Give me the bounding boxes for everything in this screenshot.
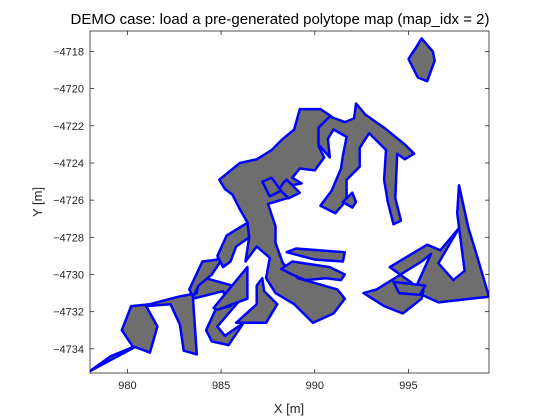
y-axis-label: Y [m]	[30, 187, 45, 217]
polytope-6	[218, 107, 347, 325]
y-tick-label: −4730	[53, 269, 84, 281]
x-tick-label: 980	[118, 380, 136, 392]
y-tick-label: −4718	[53, 46, 84, 58]
y-tick-label: −4722	[53, 121, 84, 133]
y-tick-label: −4732	[53, 307, 84, 319]
y-tick-label: −4724	[53, 158, 84, 170]
x-tick-label: 990	[306, 380, 324, 392]
polytope-4	[212, 265, 249, 312]
polytope-8	[285, 247, 347, 263]
polytope-9	[277, 178, 302, 200]
x-tick-label: 985	[212, 380, 230, 392]
polytope-15	[392, 280, 427, 297]
polytope-1	[90, 275, 247, 373]
polytope-layer	[90, 37, 489, 373]
axes-box	[89, 30, 490, 374]
axes-ticks: 980 985 990 995 −4718 −4720 −4722 −4724 −4726 −47…	[53, 31, 489, 392]
y-tick-label: −4728	[53, 232, 84, 244]
y-tick-label: −4734	[53, 344, 84, 356]
chart-title: DEMO case: load a pre-generated polytope…	[71, 11, 490, 28]
polytope-12	[341, 191, 358, 209]
x-tick-label: 995	[399, 380, 417, 392]
polytope-5	[234, 276, 279, 325]
polytope-13	[407, 37, 436, 83]
plot-area	[90, 31, 489, 373]
polytope-3	[216, 219, 253, 269]
y-tick-label: −4726	[53, 195, 84, 207]
polytope-7	[279, 260, 347, 282]
polytope-11	[317, 102, 416, 226]
y-tick-label: −4720	[53, 84, 84, 96]
polytope-10	[261, 176, 283, 198]
x-axis-label: X [m]	[274, 401, 304, 416]
